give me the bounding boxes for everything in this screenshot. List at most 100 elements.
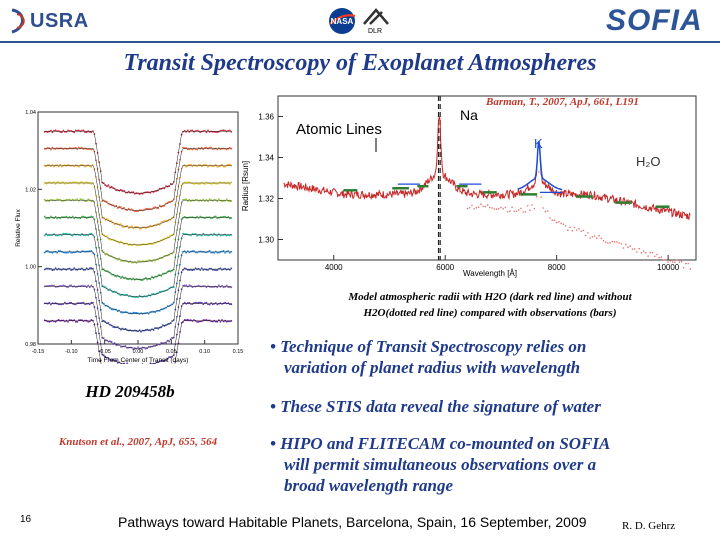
- lc-data-point: [126, 225, 128, 227]
- dlr-logo-text: DLR: [368, 28, 383, 35]
- lc-data-point: [121, 225, 124, 228]
- model-without-h2o-point: [645, 251, 647, 254]
- lc-data-point: [81, 267, 83, 270]
- lc-data-point: [120, 346, 122, 348]
- lc-data-point: [188, 148, 191, 151]
- lc-data-point: [59, 163, 62, 166]
- model-without-h2o-point: [656, 253, 658, 256]
- lc-data-point: [213, 269, 216, 271]
- lc-data-point: [51, 146, 54, 149]
- lc-data-point: [90, 165, 93, 168]
- lc-data-point: [222, 129, 225, 132]
- model-without-h2o-point: [491, 207, 493, 209]
- lc-data-point: [48, 181, 51, 183]
- lc-data-point: [84, 200, 86, 202]
- lc-data-point: [50, 129, 52, 132]
- model-without-h2o-point: [587, 232, 589, 234]
- lc-data-point: [154, 259, 157, 262]
- lc-data-point: [207, 269, 209, 271]
- lc-data-point: [185, 165, 188, 168]
- lc-data-point: [205, 286, 208, 289]
- model-without-h2o-point: [506, 211, 509, 213]
- lc-data-point: [90, 250, 93, 252]
- lc-data-point: [126, 293, 128, 296]
- model-without-h2o-point: [651, 251, 654, 254]
- lc-data-point: [138, 294, 141, 297]
- lc-model-curve: [44, 148, 232, 211]
- model-without-h2o-point: [495, 208, 498, 210]
- lc-data-point: [191, 129, 194, 132]
- lc-x-tick-label: -0.05: [98, 349, 111, 355]
- model-without-h2o-point: [542, 207, 545, 209]
- lc-data-point: [87, 284, 90, 287]
- lc-data-point: [135, 311, 138, 314]
- lc-data-point: [185, 284, 188, 287]
- lc-data-point: [182, 232, 185, 235]
- lc-data-point: [202, 269, 205, 271]
- lc-data-point: [216, 131, 219, 134]
- lc-data-point: [127, 190, 130, 193]
- lc-data-point: [214, 320, 217, 323]
- model-without-h2o-point: [518, 209, 520, 211]
- lc-data-point: [196, 285, 199, 287]
- lc-data-point: [88, 267, 91, 270]
- lc-data-point: [230, 250, 233, 253]
- model-without-h2o-point: [504, 206, 507, 209]
- lc-data-point: [222, 165, 225, 168]
- lc-data-point: [227, 234, 230, 236]
- lc-data-point: [46, 131, 49, 134]
- lc-data-point: [46, 285, 49, 287]
- lc-data-point: [204, 319, 206, 321]
- lc-data-point: [127, 207, 130, 210]
- lc-data-point: [199, 269, 202, 271]
- lc-data-point: [73, 217, 76, 220]
- lc-data-point: [109, 238, 111, 241]
- lc-data-point: [227, 286, 230, 289]
- lc-data-point: [84, 303, 86, 306]
- model-without-h2o-point: [611, 240, 614, 243]
- model-without-h2o-point: [674, 261, 676, 264]
- model-without-h2o-point: [535, 195, 538, 198]
- lc-data-point: [81, 198, 83, 201]
- lc-data-point: [59, 250, 62, 252]
- lc-data-point: [124, 328, 127, 330]
- lc-data-point: [78, 165, 80, 168]
- lc-data-point: [85, 200, 88, 203]
- lc-data-point: [101, 200, 104, 203]
- lc-data-point: [127, 227, 130, 229]
- model-without-h2o-point: [509, 210, 511, 212]
- usra-logo: USRA: [8, 6, 88, 36]
- lc-data-point: [120, 311, 122, 314]
- lc-data-point: [71, 251, 74, 254]
- lc-data-point: [138, 329, 141, 332]
- model-without-h2o-point: [555, 221, 558, 224]
- lc-x-axis-label: Time From Center of Transit (days): [88, 357, 189, 364]
- sp-y-tick-label: 1.32: [258, 195, 274, 204]
- lc-data-point: [123, 243, 125, 246]
- lc-data-point: [120, 294, 122, 297]
- model-without-h2o-point: [620, 243, 623, 245]
- lc-data-point: [196, 321, 199, 323]
- lc-data-point: [43, 234, 46, 237]
- model-without-h2o-point: [642, 250, 645, 252]
- lc-data-point: [46, 234, 49, 237]
- lc-data-point: [78, 129, 80, 132]
- model-without-h2o-point: [609, 242, 611, 244]
- lc-data-point: [207, 319, 209, 322]
- model-without-h2o-point: [591, 236, 594, 238]
- lc-data-point: [208, 146, 211, 149]
- lc-data-point: [130, 261, 133, 264]
- lc-data-point: [123, 189, 125, 192]
- lc-data-point: [211, 268, 214, 271]
- lc-data-point: [191, 148, 194, 151]
- lc-data-point: [73, 267, 76, 269]
- lc-data-point: [216, 234, 219, 237]
- lc-data-point: [190, 234, 192, 237]
- model-without-h2o-point: [633, 248, 636, 250]
- lc-data-point: [141, 279, 144, 281]
- lc-data-point: [137, 296, 139, 299]
- lc-data-point: [56, 217, 58, 220]
- model-without-h2o-point: [540, 196, 542, 198]
- lc-data-point: [213, 232, 216, 235]
- lc-data-point: [190, 200, 192, 203]
